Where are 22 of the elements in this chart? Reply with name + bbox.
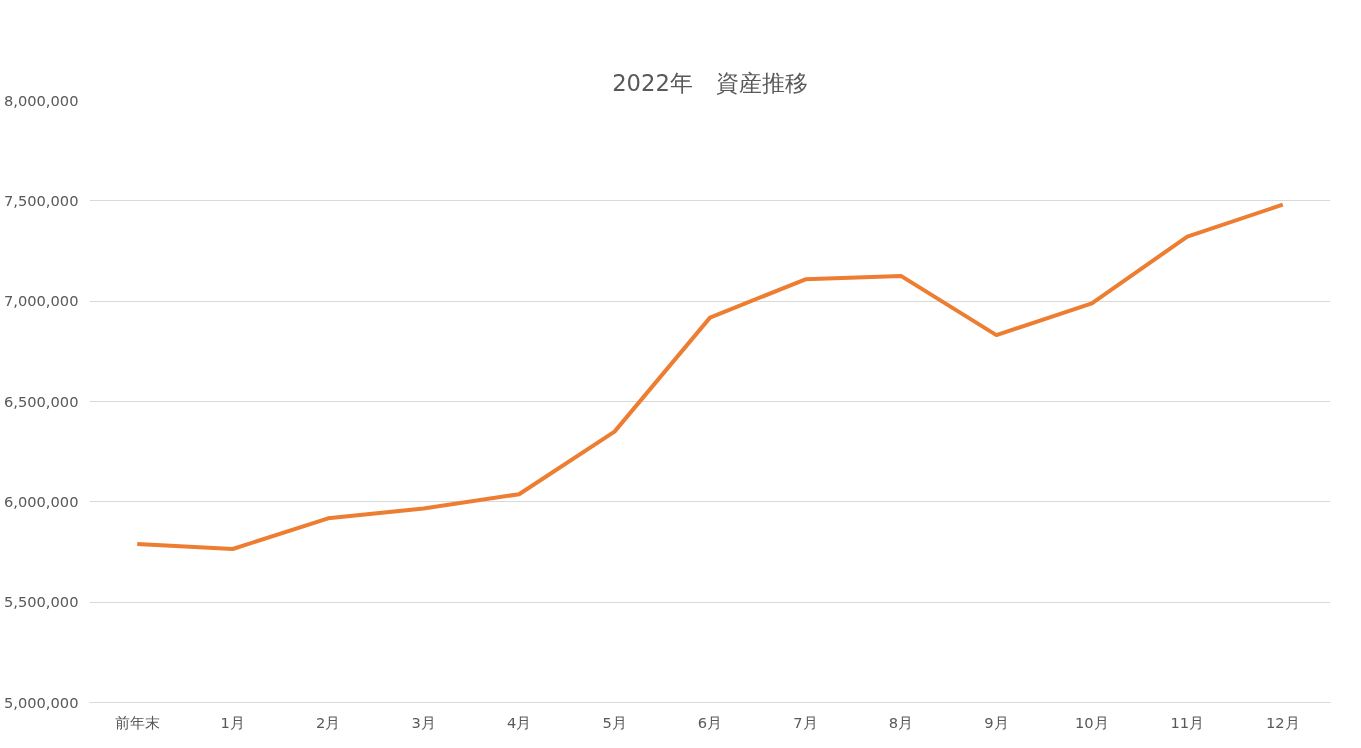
y-tick-label: 6,500,000 bbox=[3, 392, 79, 410]
x-tick-label: 10月 bbox=[1075, 713, 1109, 731]
x-tick-label: 3月 bbox=[411, 713, 436, 731]
line-series bbox=[135, 202, 1285, 551]
y-tick-label: 5,500,000 bbox=[3, 593, 79, 611]
y-tick-label: 6,000,000 bbox=[3, 492, 79, 510]
x-tick-label: 2月 bbox=[315, 713, 341, 731]
x-tick-label: 前年末 bbox=[114, 713, 160, 731]
x-tick-label: 12月 bbox=[1265, 713, 1300, 731]
y-tick-label: 5,000,000 bbox=[3, 693, 79, 711]
y-tick-label: 8,000,000 bbox=[3, 91, 79, 109]
x-tick-label: 5月 bbox=[602, 713, 627, 731]
y-tick-label: 7,000,000 bbox=[3, 292, 79, 310]
x-tick-label: 7月 bbox=[793, 713, 818, 731]
x-tick-label: 4月 bbox=[506, 713, 532, 731]
x-tick-label: 8月 bbox=[888, 713, 914, 731]
x-tick-label: 1月 bbox=[220, 713, 245, 731]
x-tick-label: 6月 bbox=[697, 713, 723, 731]
y-tick-label: 7,500,000 bbox=[3, 191, 79, 209]
x-tick-label: 9月 bbox=[984, 713, 1009, 731]
x-tick-label: 11月 bbox=[1170, 713, 1205, 731]
chart-title: 2022年 資産推移 bbox=[612, 69, 808, 96]
